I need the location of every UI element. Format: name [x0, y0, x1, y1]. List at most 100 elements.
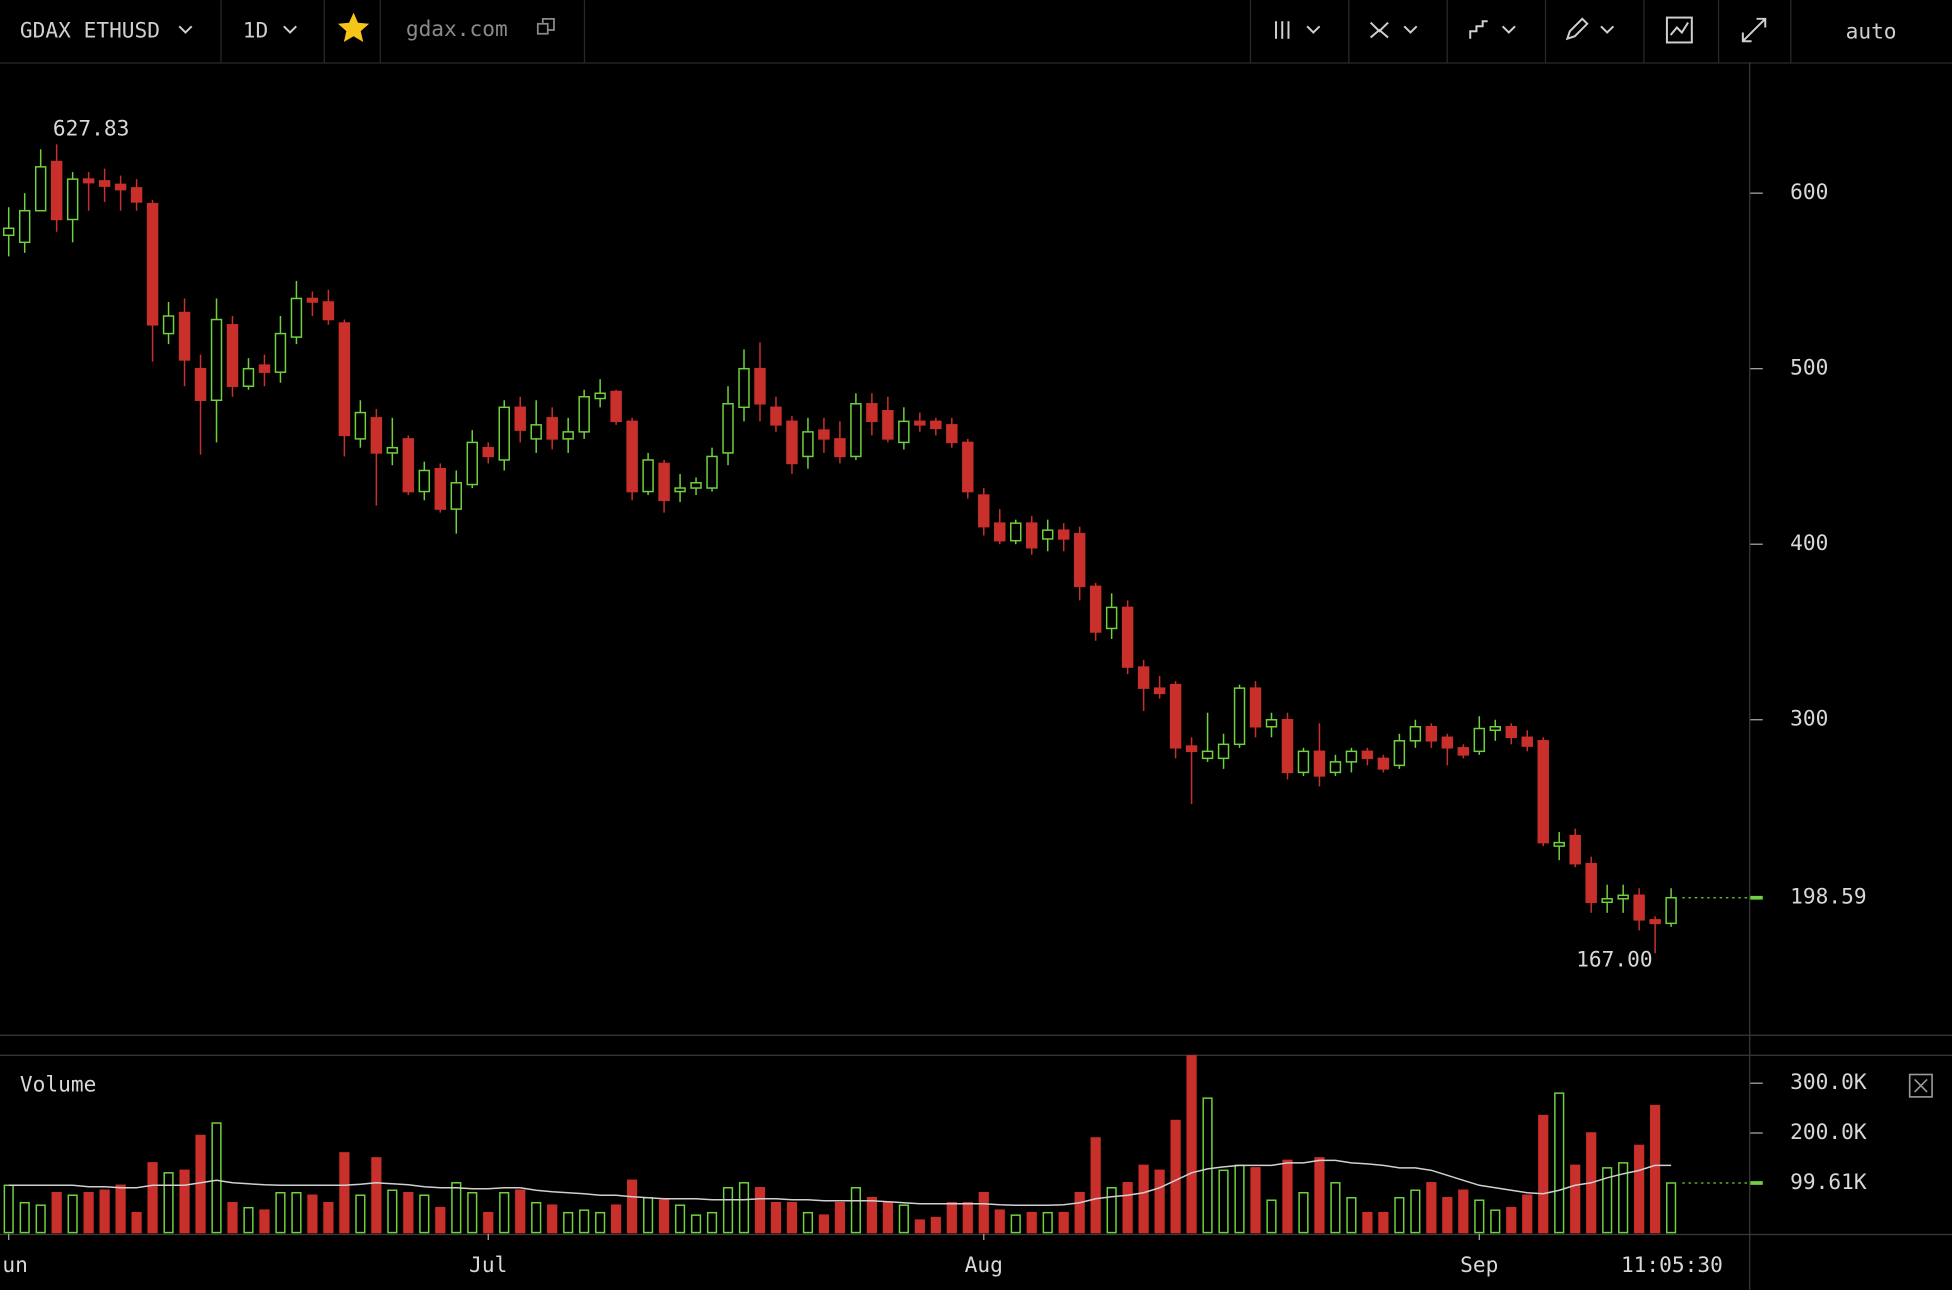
interval-selector[interactable]: 1D [243, 17, 268, 42]
fullscreen-icon[interactable] [1741, 17, 1767, 43]
y-tick-label: 400 [1790, 530, 1828, 555]
candle-body [466, 441, 478, 486]
volume-bar [1554, 1092, 1565, 1234]
candle-body [770, 406, 782, 426]
volume-bar [898, 1204, 909, 1234]
site-link[interactable]: gdax.com [406, 16, 508, 41]
candle-body [930, 420, 942, 430]
volume-bar [115, 1184, 126, 1234]
candle-body [706, 455, 718, 489]
favorite-star[interactable] [337, 12, 370, 42]
candle-body [850, 403, 862, 458]
candle-body [914, 420, 926, 426]
volume-bar [259, 1209, 270, 1234]
candle-body [754, 367, 766, 405]
dropdown-caret [1501, 25, 1516, 34]
candle-body [1201, 750, 1214, 760]
candle-body [1185, 745, 1198, 753]
high-label: 627.83 [53, 115, 129, 140]
indicator-icon[interactable] [1369, 21, 1389, 39]
volume-ma-line [8, 1159, 1672, 1206]
volume-bar [627, 1179, 638, 1234]
candle-body [386, 446, 399, 454]
volume-bar [387, 1189, 398, 1234]
volume-bar [1282, 1159, 1293, 1234]
candle-body [1057, 529, 1070, 540]
volume-bar [914, 1219, 925, 1234]
volume-bar [1186, 1055, 1197, 1234]
candle-body [1393, 740, 1406, 767]
volume-bar [1202, 1097, 1213, 1234]
candle-body [66, 178, 79, 221]
volume-bar [1298, 1192, 1309, 1234]
candle-body [978, 494, 990, 528]
volume-bar [802, 1211, 814, 1234]
candle-body [1441, 736, 1454, 749]
volume-bar [147, 1162, 158, 1234]
y-tick-label: 300 [1790, 706, 1828, 731]
candle-body [994, 522, 1006, 542]
candle-body [610, 390, 622, 423]
volume-bar [1314, 1157, 1325, 1234]
volume-bar [51, 1192, 62, 1234]
volume-bar [1362, 1211, 1373, 1234]
candle-body [546, 417, 558, 440]
volume-bar [962, 1201, 973, 1234]
snapshot-line [1669, 22, 1689, 36]
candle-body [162, 315, 175, 335]
close-pane-button[interactable] [1908, 1073, 1933, 1098]
volume-bar [994, 1209, 1005, 1234]
candle-body [658, 462, 670, 502]
volume-bar [323, 1201, 334, 1234]
compare-icon[interactable] [1469, 20, 1488, 39]
volume-tick-label: 300.0K [1790, 1069, 1867, 1094]
candle-body [274, 332, 287, 373]
candle-body [1505, 726, 1517, 739]
candle-body [562, 431, 574, 440]
candle-body [722, 403, 734, 454]
candle-body [1265, 718, 1278, 728]
candle-body [146, 202, 159, 326]
candle-body [1105, 606, 1118, 630]
volume-bar [722, 1187, 734, 1234]
chart-type-icon[interactable] [1275, 21, 1290, 39]
candle-body [370, 417, 383, 454]
last-price-marker [1750, 895, 1763, 900]
volume-bar [579, 1209, 590, 1234]
draw-icon[interactable] [1565, 17, 1589, 41]
volume-bar [946, 1201, 957, 1234]
volume-bar [1538, 1114, 1549, 1234]
dropdown-caret [1403, 25, 1418, 34]
candle-body [1121, 606, 1134, 668]
candle-body [802, 431, 814, 458]
scale-toggle[interactable]: auto [1846, 19, 1897, 44]
volume-bar [1474, 1199, 1485, 1234]
volume-bar [1570, 1164, 1581, 1234]
low-label: 167.00 [1576, 947, 1652, 972]
frame [0, 62, 1952, 1290]
candle-body [178, 311, 191, 361]
candle-body [98, 180, 111, 187]
candle-body [1361, 750, 1374, 760]
snapshot-icon[interactable] [1665, 16, 1693, 44]
clock: 11:05:30 [1621, 1252, 1723, 1277]
candle-body [738, 367, 750, 409]
copy-icon[interactable] [536, 17, 555, 35]
volume-bar [275, 1192, 286, 1234]
volume-bar [531, 1201, 542, 1234]
dropdown-caret [178, 25, 193, 34]
volume-bar [195, 1134, 206, 1234]
volume-bar [690, 1214, 702, 1234]
volume-bar [291, 1192, 302, 1234]
volume-bar [642, 1196, 654, 1234]
candle-body [1073, 532, 1086, 588]
volume-bar [1634, 1144, 1645, 1234]
volume-bar [674, 1204, 686, 1234]
y-tick-label: 500 [1790, 355, 1828, 380]
candle-body [226, 324, 239, 387]
candle-body [1217, 743, 1230, 760]
candle-body [1281, 718, 1294, 774]
symbol-selector[interactable]: GDAX ETHUSD [20, 17, 160, 42]
volume-bar [595, 1211, 606, 1234]
candle-body [1473, 727, 1486, 753]
